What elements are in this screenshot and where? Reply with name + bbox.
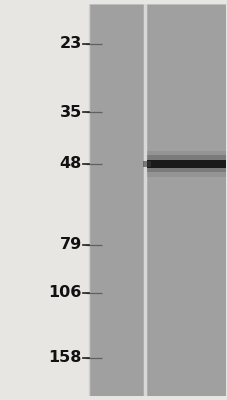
Bar [147,160,225,168]
Bar [147,156,225,172]
Bar [147,150,225,177]
Text: 106: 106 [48,285,82,300]
Text: 79: 79 [59,237,82,252]
Text: 158: 158 [48,350,82,365]
Text: 48: 48 [59,156,82,171]
Bar [88,4,225,396]
Text: 23: 23 [59,36,82,52]
Text: 35: 35 [59,105,82,120]
Bar [142,161,150,166]
